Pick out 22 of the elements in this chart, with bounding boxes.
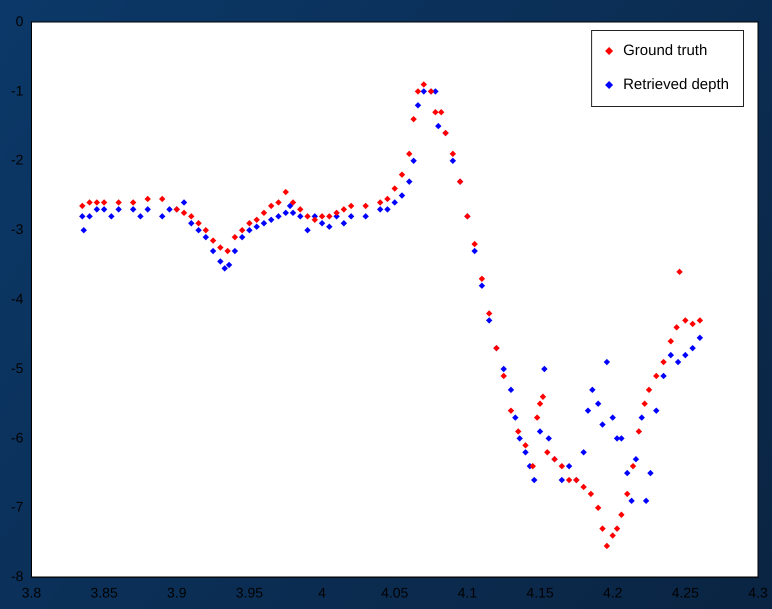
- x-tick-label: 4.2: [602, 584, 623, 600]
- x-tick-label: 4.3: [748, 584, 768, 600]
- x-tick-label: 4.05: [381, 584, 409, 600]
- legend-label: Retrieved depth: [623, 76, 730, 94]
- x-tick-label: 4.25: [672, 584, 700, 600]
- x-tick-label: 3.9: [167, 584, 187, 600]
- y-tick-label: -3: [10, 221, 24, 238]
- y-tick-label: -7: [10, 498, 24, 515]
- y-tick-label: -8: [10, 568, 24, 584]
- y-tick-label: 0: [16, 12, 24, 29]
- y-tick-label: -4: [10, 290, 24, 306]
- y-tick-label: -1: [10, 82, 24, 98]
- y-tick-label: -5: [10, 360, 24, 376]
- legend-label: Ground truth: [623, 42, 708, 60]
- x-tick-label: 3.8: [22, 584, 42, 600]
- y-tick-label: -6: [10, 429, 24, 446]
- x-tick-label: 4: [318, 584, 326, 600]
- x-tick-label: 4.1: [458, 584, 478, 600]
- x-tick-label: 3.85: [90, 584, 118, 600]
- x-tick-label: 3.95: [236, 584, 264, 600]
- y-tick-label: -2: [10, 152, 24, 168]
- x-tick-label: 4.15: [526, 584, 554, 600]
